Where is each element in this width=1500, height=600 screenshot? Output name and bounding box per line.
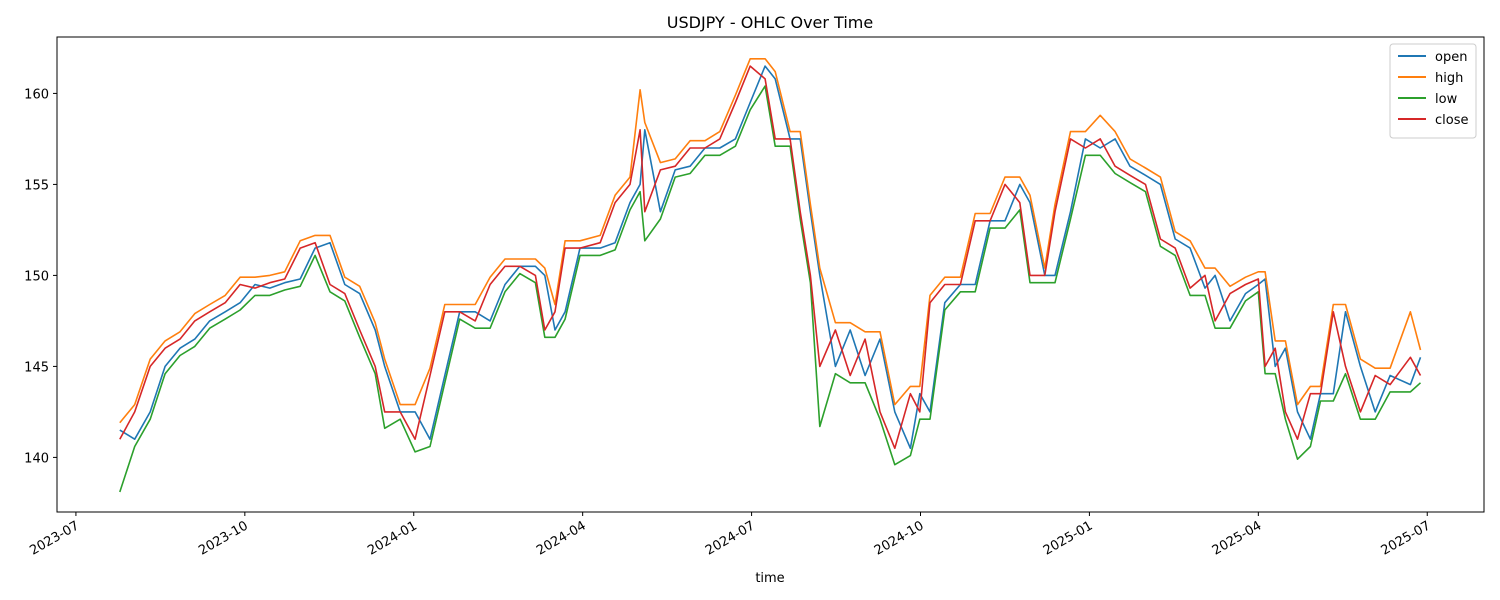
y-tick-label: 145 [24, 360, 49, 375]
y-tick-label: 155 [24, 178, 49, 193]
x-tick-label: 2023-10 [196, 518, 251, 558]
x-tick-label: 2025-04 [1210, 518, 1265, 558]
x-tick-label: 2023-07 [27, 518, 82, 558]
x-tick-label: 2025-07 [1379, 518, 1434, 558]
chart-title: USDJPY - OHLC Over Time [667, 13, 873, 32]
plot-frame [56, 36, 1485, 513]
series-line [119, 58, 1422, 424]
series-line [119, 85, 1422, 493]
y-tick-label: 150 [24, 269, 49, 284]
legend-box [1389, 43, 1477, 139]
x-tick-label: 2025-01 [1041, 518, 1096, 558]
x-tick-label: 2024-04 [534, 518, 589, 558]
legend-label: close [1435, 113, 1468, 128]
x-tick-label: 2024-07 [703, 518, 758, 558]
x-tick-label: 2024-01 [365, 518, 420, 558]
legend-label: low [1435, 92, 1458, 107]
x-tick-label: 2024-10 [872, 518, 927, 558]
legend-label: open [1435, 50, 1467, 65]
y-tick-label: 140 [24, 451, 49, 466]
series-line [119, 65, 1422, 450]
legend-label: high [1435, 71, 1463, 86]
y-tick-label: 160 [24, 87, 49, 102]
x-axis-label: time [755, 571, 784, 586]
